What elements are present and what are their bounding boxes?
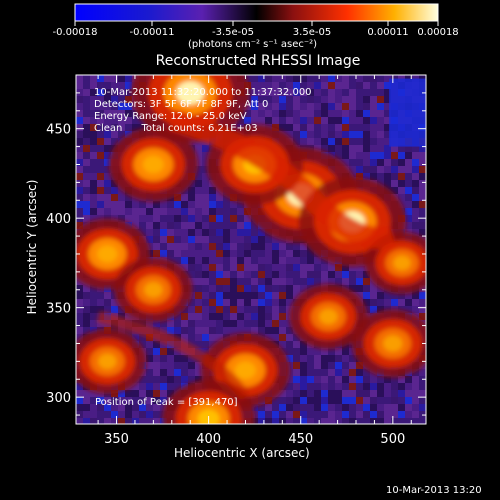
colorbar-tick-label: -0.00018 xyxy=(53,27,98,38)
y-tick-label: 300 xyxy=(46,391,71,406)
y-tick-label: 400 xyxy=(46,212,71,227)
x-tick-label: 450 xyxy=(288,432,313,447)
x-tick-label: 350 xyxy=(104,432,129,447)
colorbar-tick-label: 0.00011 xyxy=(367,27,408,38)
colorbar-gradient xyxy=(74,3,439,22)
bright-region xyxy=(393,255,411,271)
annotation-time-range: 10-Mar-2013 11:32:20.000 to 11:37:32.000 xyxy=(94,87,312,98)
bright-region xyxy=(97,245,118,263)
x-tick-label: 500 xyxy=(380,432,405,447)
colorbar-tick-label: -0.00011 xyxy=(130,27,175,38)
bright-region xyxy=(98,353,117,370)
colorbar-tick-label: 3.5e-05 xyxy=(293,27,331,38)
bright-region xyxy=(176,81,205,105)
annotation-energy-range: Energy Range: 12.0 - 25.0 keV xyxy=(94,111,247,122)
bright-region xyxy=(234,361,257,380)
x-axis-label: Heliocentric X (arcsec) xyxy=(174,446,310,460)
annotation-counts: Clean Total counts: 6.21E+03 xyxy=(94,123,258,134)
timestamp: 10-Mar-2013 13:20 xyxy=(386,485,482,496)
y-tick-label: 350 xyxy=(46,302,71,317)
heatmap-bright-regions xyxy=(76,75,426,424)
bright-region xyxy=(319,308,338,325)
bright-ridge xyxy=(96,310,251,401)
colorbar-tick-label: -3.5e-05 xyxy=(212,27,254,38)
bright-region xyxy=(142,155,164,174)
y-axis-label: Heliocentric Y (arcsec) xyxy=(25,179,39,315)
y-tick-label: 450 xyxy=(46,123,71,138)
bright-region xyxy=(144,282,163,298)
plot-frame xyxy=(75,74,427,425)
colorbar-ticks: -0.00018 -0.00011 -3.5e-05 3.5e-05 0.00011 0.… xyxy=(53,21,459,38)
plot-axes: 350 400 450 500 300 350 400 450 xyxy=(46,75,426,447)
colorbar-tick-label: 0.00018 xyxy=(417,27,458,38)
colorbar: -0.00018 -0.00011 -3.5e-05 3.5e-05 0.00011 0.… xyxy=(53,3,459,38)
colorbar-unit-label: (photons cm⁻² s⁻¹ asec⁻²) xyxy=(188,39,318,50)
chart-title: Reconstructed RHESSI Image xyxy=(155,53,361,69)
bright-ridge xyxy=(168,109,396,249)
annotation-detectors: Detectors: 3F 5F 6F 7F 8F 9F, Att 0 xyxy=(94,99,269,110)
bright-region xyxy=(383,335,403,352)
peak-position-label: Position of Peak = [391,470] xyxy=(95,397,238,408)
x-tick-label: 400 xyxy=(196,432,221,447)
